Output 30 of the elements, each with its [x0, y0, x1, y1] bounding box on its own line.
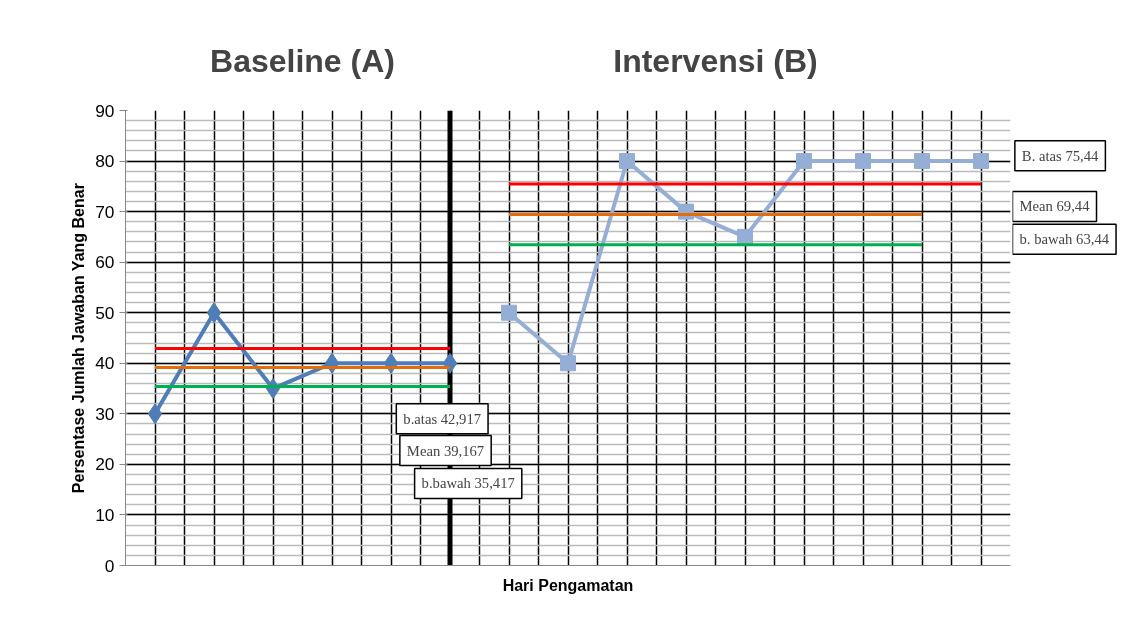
- point: [560, 355, 576, 372]
- y-tick-label: 50: [95, 302, 115, 323]
- point: [855, 153, 871, 170]
- x-axis-title: Hari Pengamatan: [502, 576, 634, 594]
- point: [442, 352, 458, 374]
- point: [973, 153, 989, 170]
- y-tick-label: 30: [95, 403, 115, 424]
- text: b. bawah 63,44: [1019, 231, 1110, 248]
- point: [619, 153, 635, 170]
- text: Intervensi (B): [613, 42, 818, 79]
- y-tick-label: 90: [95, 100, 115, 121]
- y-tick-label: 10: [95, 504, 115, 525]
- annotation: b.bawah 35,417: [421, 475, 515, 492]
- annotation: b.atas 42,917: [403, 410, 482, 427]
- point: [501, 304, 517, 321]
- y-tick-label: 40: [95, 353, 115, 374]
- point: [796, 153, 812, 170]
- text: B. atas 75,44: [1021, 147, 1100, 164]
- y-tick-label: 80: [95, 151, 115, 172]
- annotation: Mean 39,167: [406, 442, 485, 459]
- y-tick-label: 60: [95, 252, 115, 273]
- y-tick-label: 20: [95, 454, 115, 475]
- point: [914, 153, 930, 170]
- y-tick-label: 0: [104, 555, 115, 576]
- text: Baseline (A): [210, 42, 395, 79]
- y-axis-title: Persentase Jumlah Jawaban Yang Benar: [70, 183, 88, 494]
- point: [147, 403, 163, 425]
- text: Mean 69,44: [1019, 198, 1091, 215]
- point: [206, 302, 222, 324]
- y-tick-label: 70: [95, 201, 115, 222]
